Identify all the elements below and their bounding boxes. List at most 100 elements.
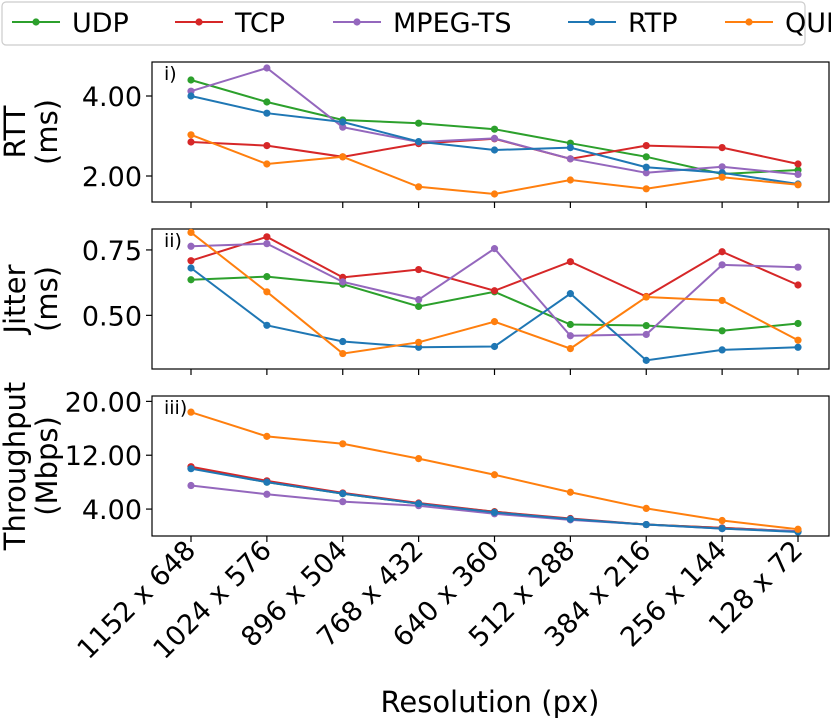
data-point-udp xyxy=(187,276,195,284)
legend: UDP TCP MPEG-TS RTP QUIC xyxy=(1,1,831,46)
legend-label: TCP xyxy=(234,8,285,39)
axes-frame-rtt xyxy=(151,61,830,203)
data-point-quic xyxy=(566,344,574,353)
ylabel-jitter: Jitter xyxy=(0,264,32,335)
data-point-udp xyxy=(263,98,271,106)
data-point-mpeg-ts xyxy=(794,170,802,178)
data-point-mpeg-ts xyxy=(642,330,650,339)
data-point-quic xyxy=(642,504,650,513)
panel-label: i) xyxy=(164,63,177,85)
data-point-udp xyxy=(642,153,650,161)
data-point-rtp xyxy=(415,343,423,351)
series-line-mpeg-ts xyxy=(190,66,799,176)
legend-marker xyxy=(353,18,361,26)
panel-throughput: 4.00 12.00 20.00 Throughput(Mbps) iii) xyxy=(0,382,830,551)
ytick-label: 4.00 xyxy=(82,495,142,526)
data-point-rtp xyxy=(263,478,271,486)
data-point-rtp xyxy=(339,337,347,346)
data-point-quic xyxy=(490,471,499,479)
legend-label: UDP xyxy=(72,8,129,39)
data-point-quic xyxy=(339,349,347,358)
data-point-mpeg-ts xyxy=(490,245,499,253)
legend-entry-udp: UDP xyxy=(12,8,129,39)
data-point-mpeg-ts xyxy=(415,296,423,304)
data-point-rtp xyxy=(566,515,574,523)
data-point-rtp xyxy=(263,109,271,117)
data-point-mpeg-ts xyxy=(794,263,802,271)
data-point-udp xyxy=(794,319,802,328)
data-point-rtp xyxy=(642,356,650,364)
data-point-quic xyxy=(794,181,802,189)
ytick-label: 0.50 xyxy=(82,301,142,332)
data-point-tcp xyxy=(794,281,802,289)
data-point-mpeg-ts xyxy=(263,64,271,72)
data-point-mpeg-ts xyxy=(642,169,650,177)
ytick-label: 0.75 xyxy=(82,236,142,267)
data-point-quic xyxy=(642,293,650,301)
ytick-label: 4.00 xyxy=(82,82,142,113)
data-point-quic xyxy=(718,516,726,525)
data-point-quic xyxy=(718,296,726,305)
x-axis-label: Resolution (px) xyxy=(381,685,600,719)
ytick-label: 20.00 xyxy=(65,387,142,418)
data-point-quic xyxy=(794,336,802,344)
data-point-quic xyxy=(339,153,347,161)
data-point-tcp xyxy=(718,248,726,256)
data-point-mpeg-ts xyxy=(339,278,347,286)
legend-marker xyxy=(745,18,753,26)
data-point-rtp xyxy=(263,321,271,329)
data-point-tcp xyxy=(794,160,802,168)
data-point-rtp xyxy=(490,146,499,154)
legend-entry-rtp: RTP xyxy=(568,8,678,39)
data-point-mpeg-ts xyxy=(339,123,347,131)
legend-marker xyxy=(588,18,596,26)
ylabel-unit-jitter: (ms) xyxy=(30,266,64,332)
data-point-rtp xyxy=(718,346,726,354)
legend-entry-tcp: TCP xyxy=(175,8,285,39)
data-point-quic xyxy=(415,454,423,463)
data-point-udp xyxy=(718,327,726,335)
legend-label: MPEG-TS xyxy=(393,8,511,39)
data-point-udp xyxy=(642,321,650,330)
data-point-udp xyxy=(415,119,423,127)
data-point-quic xyxy=(718,173,726,181)
data-point-rtp xyxy=(187,264,195,272)
data-point-mpeg-ts xyxy=(718,261,726,269)
data-point-mpeg-ts xyxy=(566,332,574,340)
ylabel-throughput: Throughput xyxy=(0,382,32,551)
data-point-mpeg-ts xyxy=(187,242,195,250)
data-point-mpeg-ts xyxy=(263,240,271,248)
ylabel-rtt: RTT xyxy=(0,105,32,158)
ylabel-unit-rtt: (ms) xyxy=(30,99,64,165)
data-point-rtp xyxy=(642,520,650,529)
data-point-rtp xyxy=(566,290,574,298)
data-point-quic xyxy=(566,488,574,496)
data-point-rtp xyxy=(718,524,726,533)
panel-label: ii) xyxy=(164,230,182,252)
legend-box xyxy=(1,1,806,46)
data-point-tcp xyxy=(718,144,726,152)
data-point-rtp xyxy=(415,138,423,146)
data-point-tcp xyxy=(566,258,574,266)
axes-frame-throughput xyxy=(151,395,830,537)
panel-jitter: 0.50 0.75 Jitter(ms) ii) xyxy=(0,228,830,375)
legend-label: RTP xyxy=(628,8,678,39)
data-point-rtp xyxy=(339,118,347,126)
data-point-quic xyxy=(566,176,574,184)
data-point-quic xyxy=(415,338,423,346)
data-point-udp xyxy=(566,320,574,329)
legend-marker xyxy=(195,18,203,26)
data-point-tcp xyxy=(415,265,423,274)
data-point-rtp xyxy=(415,500,423,508)
legend-label: QUIC xyxy=(785,8,831,39)
data-point-udp xyxy=(415,302,423,311)
series-line-quic xyxy=(190,133,799,196)
data-point-tcp xyxy=(263,233,271,241)
data-point-quic xyxy=(187,228,195,237)
data-point-udp xyxy=(187,76,195,84)
data-point-mpeg-ts xyxy=(566,155,574,163)
data-point-mpeg-ts xyxy=(490,134,499,142)
legend-entry-quic: QUIC xyxy=(725,8,831,39)
data-point-rtp xyxy=(339,489,347,498)
data-point-rtp xyxy=(566,144,574,152)
